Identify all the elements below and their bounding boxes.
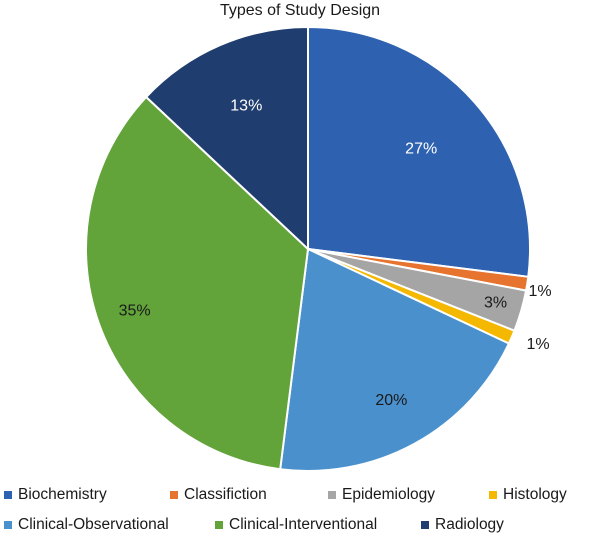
data-label-clinical-observational: 20% [375, 392, 407, 409]
legend-swatch [489, 491, 497, 499]
pie-slices [85, 25, 531, 472]
legend-label: Classifiction [184, 486, 267, 503]
pie-chart: 27% 1% 3% 1% 20% 35% 13% [85, 25, 552, 472]
legend: Biochemistry Classifiction Epidemiology His… [0, 480, 600, 538]
data-label-epidemiology: 3% [484, 295, 507, 312]
legend-swatch [328, 491, 336, 499]
legend-label: Histology [503, 486, 567, 503]
legend-swatch [4, 491, 12, 499]
data-label-radiology: 13% [230, 98, 262, 115]
data-label-classifiction: 1% [528, 283, 551, 300]
pie-data-labels: 27% 1% 3% 1% 20% 35% 13% [119, 98, 552, 409]
legend-label: Clinical-Observational [18, 516, 169, 533]
legend-item-radiology: Radiology [421, 516, 504, 534]
data-label-biochemistry: 27% [405, 140, 437, 157]
legend-swatch [170, 491, 178, 499]
legend-label: Clinical-Interventional [229, 516, 378, 533]
legend-label: Radiology [435, 516, 504, 533]
pie-slice-radiology [144, 25, 309, 252]
legend-swatch [215, 521, 223, 529]
legend-label: Biochemistry [18, 486, 107, 503]
legend-item-histology: Histology [489, 486, 567, 504]
legend-label: Epidemiology [342, 486, 436, 503]
legend-item-epidemiology: Epidemiology [328, 486, 435, 504]
legend-item-clinical-interventional: Clinical-Interventional [215, 516, 377, 534]
legend-item-clinical-observational: Clinical-Observational [4, 516, 169, 534]
legend-item-classifiction: Classifiction [170, 486, 267, 504]
data-label-histology: 1% [526, 336, 549, 353]
pie-slice-biochemistry [307, 25, 531, 278]
pie-slice-clinical-interventional [85, 95, 310, 471]
pie-slice-clinical-observational [279, 247, 511, 472]
legend-item-biochemistry: Biochemistry [4, 486, 107, 504]
chart-title: Types of Study Design [219, 2, 381, 19]
legend-swatch [421, 521, 429, 529]
legend-swatch [4, 521, 12, 529]
data-label-clinical-interventional: 35% [119, 303, 151, 320]
